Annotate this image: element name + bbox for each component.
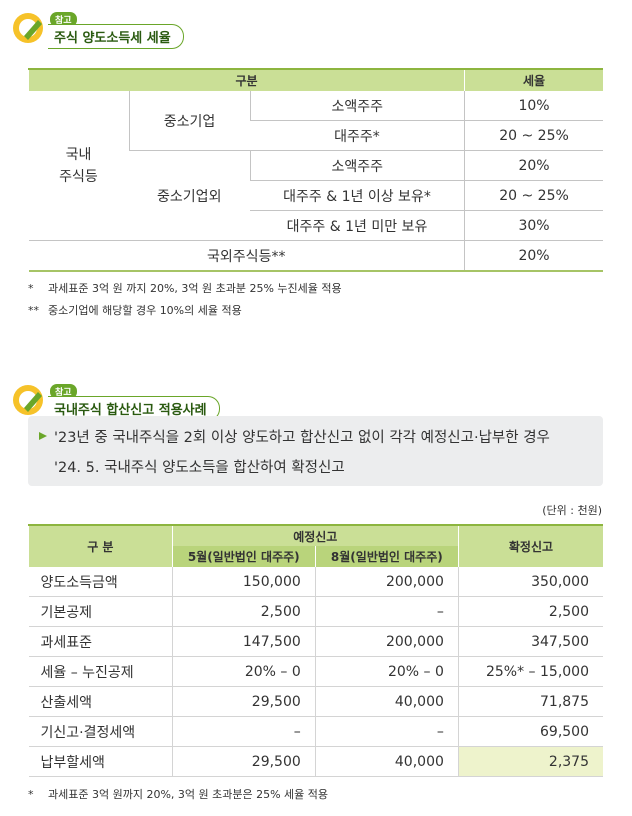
badge: 참고 국내주식 합산신고 적용사례	[12, 380, 272, 421]
cell: 200,000	[314, 567, 459, 597]
cell: 국내 주식등	[28, 91, 129, 241]
cell: 기신고·결정세액	[28, 716, 173, 747]
header-cell: 확정신고	[457, 524, 603, 567]
cell: 30%	[464, 210, 603, 241]
row: 세율 – 누진공제 20% – 0 20% – 0 25%* – 15,000	[28, 656, 603, 687]
row: 과세표준 147,500 200,000 347,500	[28, 626, 603, 657]
cell: 국외주식등**	[28, 240, 465, 272]
cell: 40,000	[314, 686, 459, 717]
header-cell: 8월(일반법인 대주주)	[314, 546, 459, 567]
cell: –	[314, 596, 459, 627]
cell: 대주주 & 1년 이상 보유*	[250, 180, 465, 211]
row: 기신고·결정세액 – –69,500	[28, 716, 603, 747]
summary-box: '23년 중 국내주식을 2회 이상 양도하고 합산신고 없이 각각 예정신고·…	[28, 416, 603, 486]
cell: 산출세액	[28, 686, 173, 717]
header-cell: 구 분	[28, 524, 173, 567]
cell: –	[314, 716, 459, 747]
notes: * 과세표준 3억 원 까지 20%, 3억 원 초과분 25% 누진세율 적용 *…	[28, 278, 342, 322]
badge-icon	[13, 385, 43, 415]
cell: 2,500	[457, 596, 603, 627]
cell: 대주주*	[250, 120, 465, 151]
cell: 350,000	[457, 567, 603, 597]
note-text: 과세표준 3억 원 까지 20%, 3억 원 초과분 25% 누진세율 적용	[48, 282, 342, 295]
cell: 29,500	[171, 746, 316, 777]
cell: 대주주 & 1년 미만 보유	[250, 210, 465, 241]
cell: 10%	[464, 91, 603, 121]
note-mark: **	[28, 304, 39, 317]
cell: 29,500	[171, 686, 316, 717]
note: * 과세표준 3억 원 까지 20%, 3억 원 초과분 25% 누진세율 적용	[28, 278, 342, 300]
row: 산출세액 29,500 40,000 71,875	[28, 686, 603, 717]
section-title: 주식 양도소득세 세율	[48, 24, 184, 49]
cell: 71,875	[457, 686, 603, 717]
badge-icon	[13, 13, 43, 43]
badge-tag: 참고	[50, 12, 77, 27]
note-mark: *	[28, 282, 34, 295]
row: 납부할세액 29,500 40,000 2,375	[28, 746, 603, 777]
cell: 347,500	[457, 626, 603, 657]
cell: 20% – 0	[314, 656, 459, 687]
cell: 20 ~ 25%	[464, 120, 603, 151]
cell: 20 ~ 25%	[464, 180, 603, 211]
row: 기본공제 2,500–2,500	[28, 596, 603, 627]
cell: 소액주주	[249, 91, 465, 121]
note-text: 과세표준 3억 원까지 20%, 3억 원 초과분은 25% 세율 적용	[48, 788, 329, 801]
cell: 200,000	[314, 626, 459, 657]
cell: 20%	[464, 240, 603, 272]
badge-tag: 참고	[50, 384, 77, 399]
header-cell: 예정신고	[171, 524, 459, 546]
cell: 40,000	[314, 746, 459, 777]
header-cell: 구분	[28, 68, 465, 91]
cell: 150,000	[171, 567, 316, 597]
note-mark: *	[28, 788, 34, 801]
unit: (단위 : 천원)	[542, 504, 602, 517]
cell: 20% – 0	[171, 656, 316, 687]
bullet	[39, 432, 47, 440]
cell: 세율 – 누진공제	[28, 656, 173, 687]
cell: 20%	[464, 150, 603, 181]
cell: 중소기업외	[129, 150, 250, 241]
row: 양도소득금액 150,000 200,000 350,000	[28, 567, 603, 597]
header-cell: 5월(일반법인 대주주)	[171, 546, 316, 567]
cell: 과세표준	[28, 626, 173, 657]
cell: 2,375	[457, 746, 603, 777]
cell: 소액주주	[249, 150, 465, 181]
note: ** 중소기업에 해당할 경우 10%의 세율 적용	[28, 300, 342, 322]
box-line: '24. 5. 국내주식 양도소득을 합산하여 확정신고	[54, 460, 345, 476]
header-cell: 세율	[464, 68, 603, 91]
box-line: '23년 중 국내주식을 2회 이상 양도하고 합산신고 없이 각각 예정신고·…	[54, 430, 550, 446]
cell: –	[171, 716, 316, 747]
note: * 과세표준 3억 원까지 20%, 3억 원 초과분은 25% 세율 적용	[28, 784, 328, 806]
cell: 양도소득금액	[28, 567, 173, 597]
notes: * 과세표준 3억 원까지 20%, 3억 원 초과분은 25% 세율 적용	[28, 784, 328, 806]
cell: 25%* – 15,000	[457, 656, 603, 687]
cell: 기본공제	[28, 596, 173, 627]
tax-rate-table: 구분 세율 국내 주식등 중소기업 소액주주 10% 대주주* 20 ~ 25% …	[28, 68, 603, 272]
cell: 69,500	[457, 716, 603, 747]
cell: 147,500	[171, 626, 316, 657]
cell: 중소기업	[128, 91, 250, 151]
cell: 납부할세액	[28, 746, 173, 777]
example-table: 구 분 예정신고 확정신고 5월(일반법인 대주주) 8월(일반법인 대주주) …	[28, 524, 603, 777]
badge: 참고 주식 양도소득세 세율	[12, 8, 272, 49]
note-text: 중소기업에 해당할 경우 10%의 세율 적용	[48, 304, 242, 317]
cell: 2,500	[171, 596, 316, 627]
